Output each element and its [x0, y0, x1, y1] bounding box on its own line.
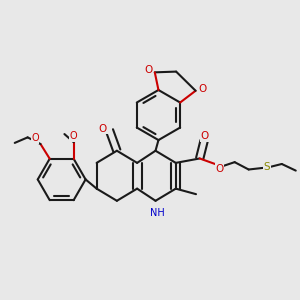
Text: O: O: [201, 131, 209, 141]
Text: O: O: [69, 131, 77, 141]
Text: O: O: [198, 84, 206, 94]
Text: O: O: [215, 164, 224, 174]
Text: O: O: [31, 134, 39, 143]
Text: S: S: [264, 162, 270, 172]
Text: NH: NH: [150, 208, 165, 218]
Text: O: O: [99, 124, 107, 134]
Text: O: O: [144, 65, 152, 76]
